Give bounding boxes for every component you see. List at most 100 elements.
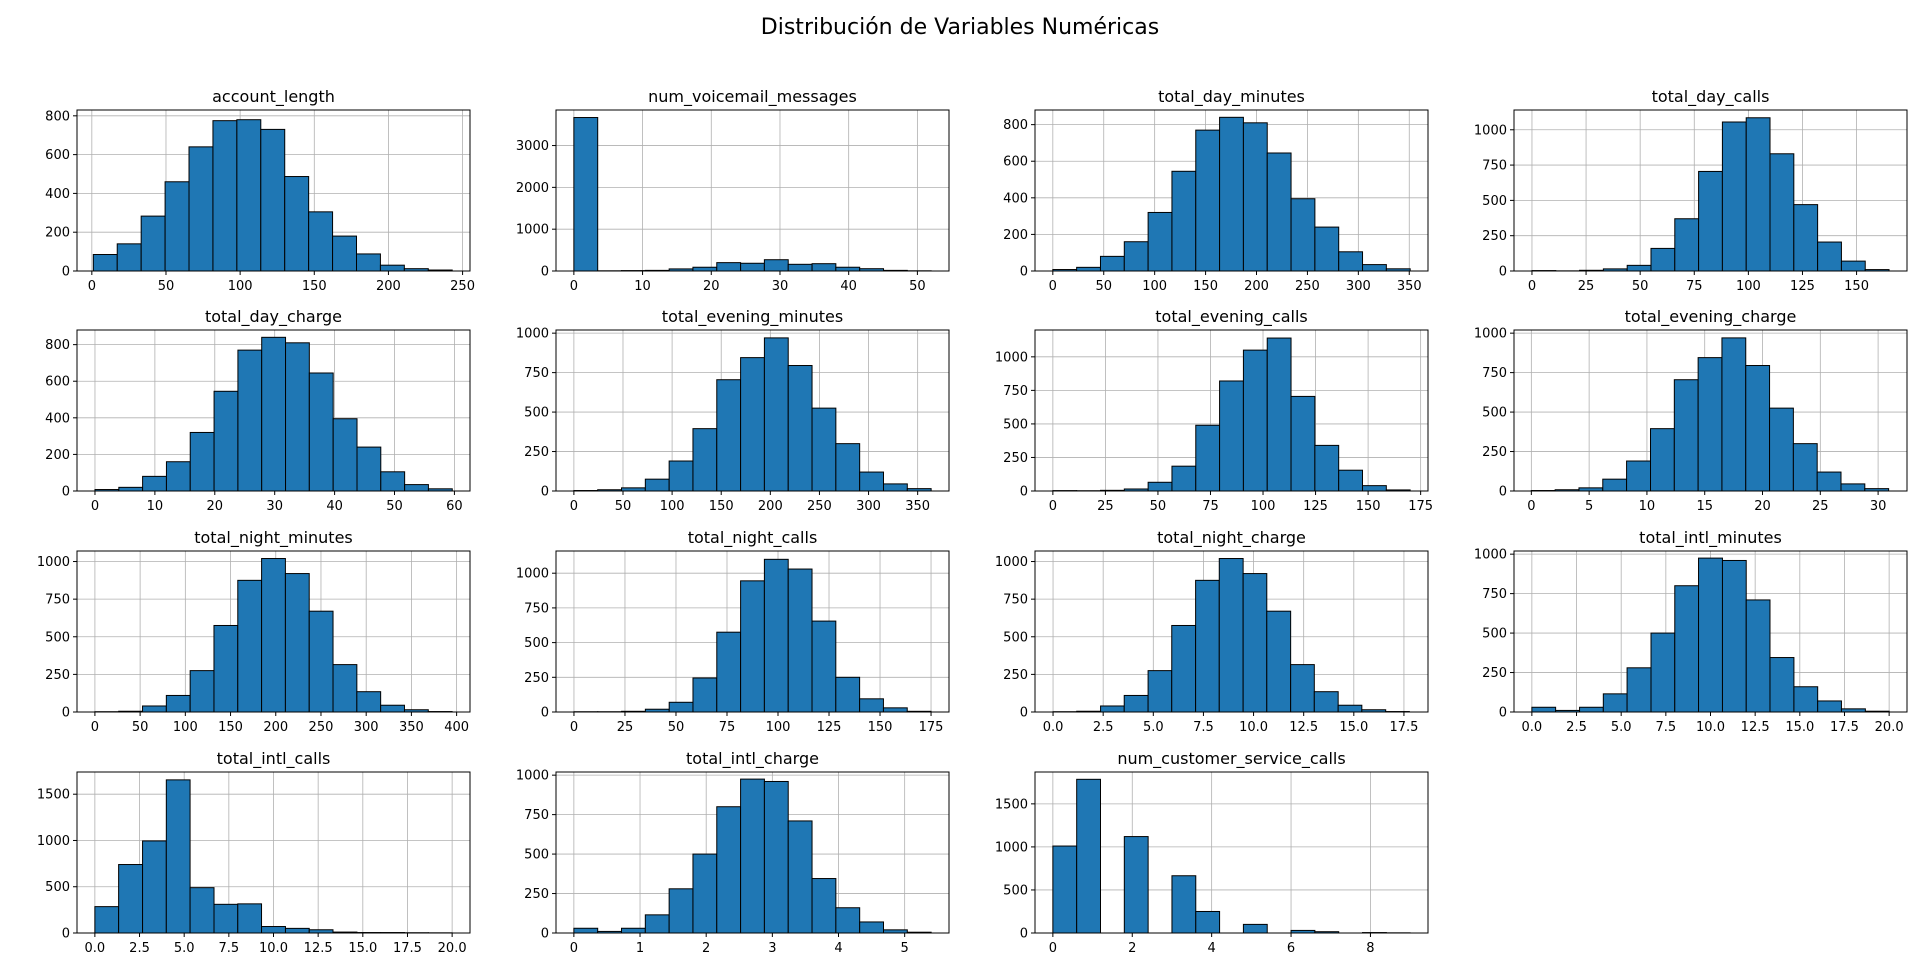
x-tick-label: 100 bbox=[228, 279, 253, 294]
y-tick-label: 3000 bbox=[516, 139, 549, 154]
histogram-bar bbox=[1290, 395, 1316, 492]
y-tick-label: 800 bbox=[1003, 118, 1028, 133]
histogram-bar bbox=[118, 486, 144, 492]
x-tick-label: 40 bbox=[840, 279, 857, 294]
x-tick-label: 50 bbox=[668, 720, 685, 735]
histogram-bar bbox=[380, 704, 405, 713]
histogram-bar bbox=[1602, 478, 1628, 492]
x-tick-label: 75 bbox=[719, 720, 736, 735]
histogram-bar bbox=[740, 357, 765, 492]
x-tick-label: 350 bbox=[1397, 279, 1422, 294]
x-tick-label: 7.5 bbox=[218, 941, 239, 956]
x-tick-label: 100 bbox=[1251, 499, 1276, 514]
axes-frame bbox=[555, 109, 950, 272]
axes-frame bbox=[1513, 109, 1908, 272]
y-tick-label: 750 bbox=[524, 366, 549, 381]
histogram-bar bbox=[332, 235, 358, 272]
histogram-total_evening_calls: 0 25 50 75 100 125 150 175 0 250 500 750 1000 total_e… bbox=[995, 307, 1433, 514]
y-tick-label: 400 bbox=[1003, 191, 1028, 206]
axes-frame bbox=[1034, 329, 1429, 492]
histogram-bar bbox=[835, 907, 861, 934]
subplot-title: total_night_calls bbox=[688, 528, 818, 548]
histogram-bar bbox=[165, 694, 191, 713]
y-tick-label: 1500 bbox=[995, 797, 1028, 812]
histogram-bar bbox=[1650, 247, 1676, 272]
x-tick-label: 150 bbox=[1844, 279, 1869, 294]
axes-frame bbox=[76, 550, 471, 713]
y-tick-label: 500 bbox=[45, 630, 70, 645]
histogram-bar bbox=[332, 418, 358, 492]
x-tick-label: 10.0 bbox=[1696, 720, 1725, 735]
y-tick-label: 1000 bbox=[37, 834, 70, 849]
x-tick-label: 100 bbox=[1142, 279, 1167, 294]
histogram-bar bbox=[859, 698, 884, 713]
histogram-bar bbox=[573, 927, 599, 934]
histogram-total_night_charge: 0.0 2.5 5.0 7.5 10.0 12.5 15.0 17.5 0 250 500 750 10… bbox=[995, 528, 1429, 735]
histogram-bar bbox=[1314, 226, 1340, 272]
histogram-bar bbox=[668, 460, 694, 492]
histogram-total_intl_charge: 0 1 2 3 4 5 0 250 500 750 1000 total_intl_charge bbox=[516, 749, 950, 956]
y-tick-label: 0 bbox=[1499, 706, 1507, 721]
histogram-bar bbox=[835, 266, 861, 272]
histogram-bar bbox=[1076, 778, 1101, 934]
x-tick-label: 10.0 bbox=[1239, 720, 1268, 735]
histogram-bar bbox=[142, 705, 167, 713]
histogram-bar bbox=[237, 903, 263, 934]
histogram-bar bbox=[1338, 469, 1363, 492]
histogram-total_intl_calls: 0.0 2.5 5.0 7.5 10.0 12.5 15.0 17.5 20.0 0 500 1000… bbox=[37, 749, 471, 956]
histogram-bar bbox=[356, 691, 382, 713]
x-tick-label: 5.0 bbox=[1143, 720, 1164, 735]
histogram-bar bbox=[1721, 337, 1747, 492]
histogram-bar bbox=[1698, 557, 1723, 713]
histogram-bar bbox=[835, 676, 861, 713]
x-tick-label: 20.0 bbox=[1875, 720, 1904, 735]
x-tick-label: 0 bbox=[570, 720, 578, 735]
x-tick-label: 20 bbox=[703, 279, 720, 294]
histogram-bar bbox=[716, 631, 742, 713]
y-tick-label: 1000 bbox=[516, 567, 549, 582]
subplot-title: total_intl_calls bbox=[217, 749, 331, 769]
x-tick-label: 0.0 bbox=[1043, 720, 1064, 735]
y-tick-label: 500 bbox=[1003, 630, 1028, 645]
histogram-bar bbox=[740, 262, 765, 272]
y-tick-label: 500 bbox=[1482, 627, 1507, 642]
y-tick-label: 0 bbox=[1020, 485, 1028, 500]
x-tick-label: 1 bbox=[636, 941, 644, 956]
y-tick-label: 500 bbox=[524, 636, 549, 651]
histogram-bar bbox=[1769, 153, 1795, 272]
x-tick-label: 2 bbox=[702, 941, 710, 956]
histogram-bar bbox=[787, 365, 813, 492]
histogram-bar bbox=[261, 558, 286, 713]
x-tick-label: 5.0 bbox=[1611, 720, 1632, 735]
y-tick-label: 750 bbox=[524, 601, 549, 616]
histogram-bar bbox=[1290, 198, 1316, 272]
histogram-bar bbox=[882, 707, 908, 713]
histogram-bar bbox=[1721, 121, 1747, 272]
histogram-bar bbox=[763, 337, 789, 492]
x-tick-label: 200 bbox=[376, 279, 401, 294]
histogram-bar bbox=[1195, 424, 1221, 492]
subplot-title: num_voicemail_messages bbox=[648, 87, 857, 107]
x-tick-label: 25 bbox=[1812, 499, 1829, 514]
histogram-bar bbox=[811, 878, 837, 934]
axes-frame bbox=[555, 550, 950, 713]
y-tick-label: 1000 bbox=[37, 555, 70, 570]
x-tick-label: 0 bbox=[1049, 499, 1057, 514]
x-tick-label: 100 bbox=[173, 720, 198, 735]
subplot-title: total_day_calls bbox=[1652, 87, 1770, 107]
histogram-bar bbox=[380, 471, 406, 492]
y-tick-label: 0 bbox=[62, 265, 70, 280]
histogram-bar bbox=[94, 906, 120, 934]
histogram-bar bbox=[1769, 407, 1794, 492]
histogram-total_evening_charge: 0 5 10 15 20 25 30 0 250 500 750 1000 total_evening_… bbox=[1474, 307, 1908, 514]
histogram-bar bbox=[1290, 664, 1315, 713]
histogram-bar bbox=[740, 580, 765, 713]
histogram-account_length: 0 50 100 150 200 250 0 200 400 600 800 account_leng… bbox=[45, 87, 475, 294]
x-tick-label: 150 bbox=[302, 279, 327, 294]
x-tick-label: 10.0 bbox=[259, 941, 288, 956]
y-tick-label: 750 bbox=[1003, 593, 1028, 608]
y-tick-label: 750 bbox=[45, 593, 70, 608]
x-tick-label: 5.0 bbox=[174, 941, 195, 956]
y-tick-label: 0 bbox=[541, 265, 549, 280]
histogram-bar bbox=[379, 264, 405, 272]
